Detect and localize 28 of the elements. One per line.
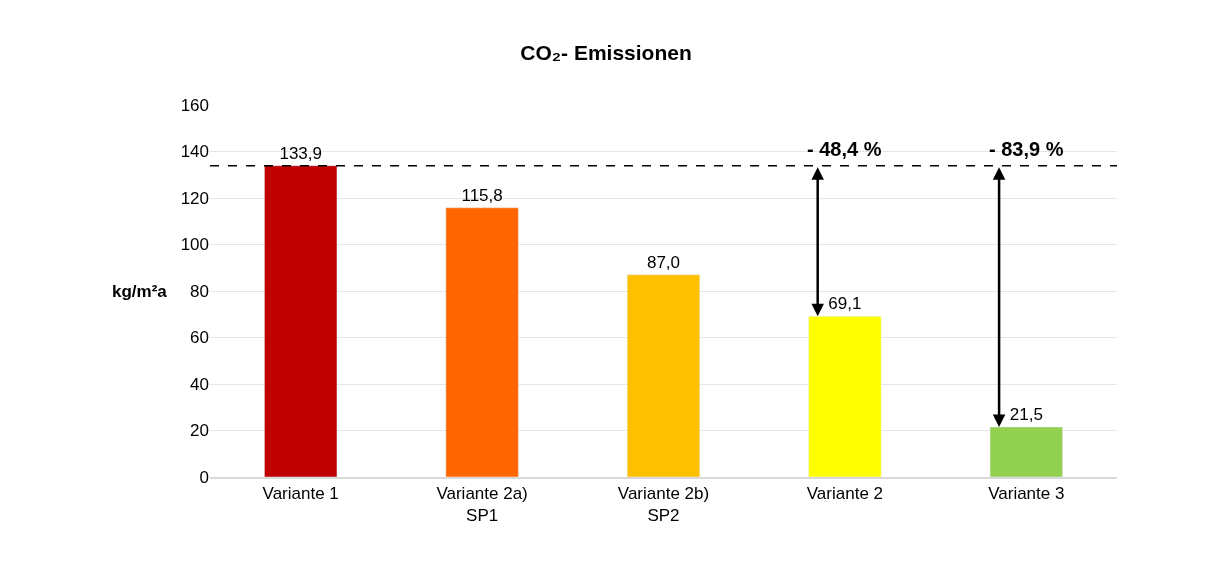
data-label: 133,9 xyxy=(279,143,322,163)
annotation: - 83,9 % xyxy=(989,138,1064,160)
y-tick-label: 160 xyxy=(180,95,209,115)
y-tick-label: 80 xyxy=(190,281,209,301)
y-tick-label: 20 xyxy=(190,421,209,441)
bar xyxy=(626,274,701,477)
y-tick-label: 60 xyxy=(190,328,209,348)
y-tick-label: 140 xyxy=(180,142,209,162)
x-tick-label: Variante 2a) SP1 xyxy=(436,484,528,526)
chart-title: CO₂- Emissionen xyxy=(520,40,692,64)
bar xyxy=(445,207,519,477)
y-tick-label: 120 xyxy=(180,188,209,208)
x-tick-label: Variante 2b) SP2 xyxy=(617,484,710,526)
bar xyxy=(989,426,1063,477)
x-tick-label: Variante 3 xyxy=(988,484,1065,504)
y-axis-title: kg/m²a xyxy=(112,282,168,301)
bar xyxy=(264,165,338,477)
data-label: 69,1 xyxy=(828,294,862,314)
bar xyxy=(808,316,882,477)
x-tick-label: Variante 1 xyxy=(262,484,339,504)
data-label: 115,8 xyxy=(461,185,503,205)
y-tick-label: 100 xyxy=(180,235,209,255)
data-label: 87,0 xyxy=(646,252,681,272)
annotation: - 48,4 % xyxy=(807,138,882,160)
data-label: 21,5 xyxy=(1009,405,1043,425)
y-tick-label: 40 xyxy=(190,374,209,394)
y-tick-label: 0 xyxy=(199,467,209,487)
x-tick-label: Variante 2 xyxy=(806,484,884,504)
